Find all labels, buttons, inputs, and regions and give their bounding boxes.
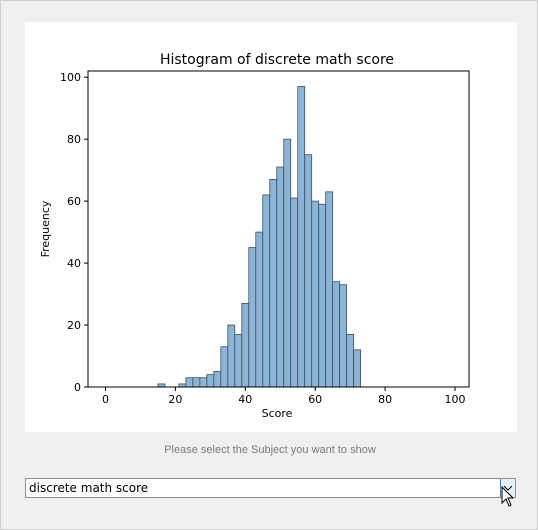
y-tick-label: 60 <box>67 195 81 208</box>
histogram-bar <box>262 194 271 388</box>
x-tick-label: 0 <box>102 393 109 406</box>
histogram-bar <box>241 302 250 388</box>
histogram-chart: Histogram of discrete math score 0 20 40 60… <box>39 52 470 420</box>
mouse-cursor-icon <box>501 486 515 507</box>
subject-select-value: discrete math score <box>29 481 149 495</box>
histogram-bar <box>290 197 299 388</box>
histogram-bar <box>346 333 355 388</box>
x-tick-label: 80 <box>378 393 392 406</box>
x-tick-label: 100 <box>445 393 466 406</box>
y-tick-label: 20 <box>67 319 81 332</box>
y-axis-ticks: 0 20 40 60 80 100 <box>60 71 88 394</box>
histogram-bar <box>220 346 229 388</box>
x-tick-label: 20 <box>168 393 182 406</box>
histogram-bar <box>325 191 334 388</box>
plot-frame <box>87 70 470 388</box>
histogram-bar <box>248 247 257 388</box>
histogram-bar <box>318 203 327 388</box>
x-axis-label: Score <box>262 407 293 420</box>
y-tick-label: 100 <box>60 71 81 84</box>
chevron-down-icon <box>503 485 513 491</box>
histogram-bar <box>276 166 285 388</box>
histogram-panel: Histogram of discrete math score 0 20 40 60… <box>25 22 517 432</box>
y-tick-label: 80 <box>67 133 81 146</box>
histogram-bar <box>227 324 236 388</box>
histogram-bar <box>283 138 292 388</box>
histogram-bar <box>234 333 243 388</box>
x-tick-label: 40 <box>238 393 252 406</box>
y-axis-label: Frequency <box>39 200 52 257</box>
histogram-bar <box>213 371 222 388</box>
y-tick-label: 0 <box>74 381 81 394</box>
histogram-bar <box>304 154 313 388</box>
subject-hint-text: Please select the Subject you want to sh… <box>164 444 376 456</box>
histogram-bars <box>157 86 362 388</box>
x-tick-label: 60 <box>308 393 322 406</box>
chart-title: Histogram of discrete math score <box>160 52 394 68</box>
histogram-bar <box>255 231 264 388</box>
histogram-bar <box>192 377 201 388</box>
histogram-bar <box>311 200 320 388</box>
histogram-bar <box>206 374 215 388</box>
subject-select[interactable]: discrete math score <box>25 478 516 498</box>
histogram-bar <box>199 377 208 388</box>
x-axis-ticks: 0 20 40 60 80 100 <box>102 387 466 406</box>
histogram-bar <box>185 377 194 388</box>
histogram-bar <box>332 281 341 388</box>
y-tick-label: 40 <box>67 257 81 270</box>
histogram-bar <box>297 86 306 388</box>
histogram-bar <box>269 179 278 388</box>
histogram-bar <box>339 284 348 388</box>
histogram-bar <box>353 349 362 388</box>
